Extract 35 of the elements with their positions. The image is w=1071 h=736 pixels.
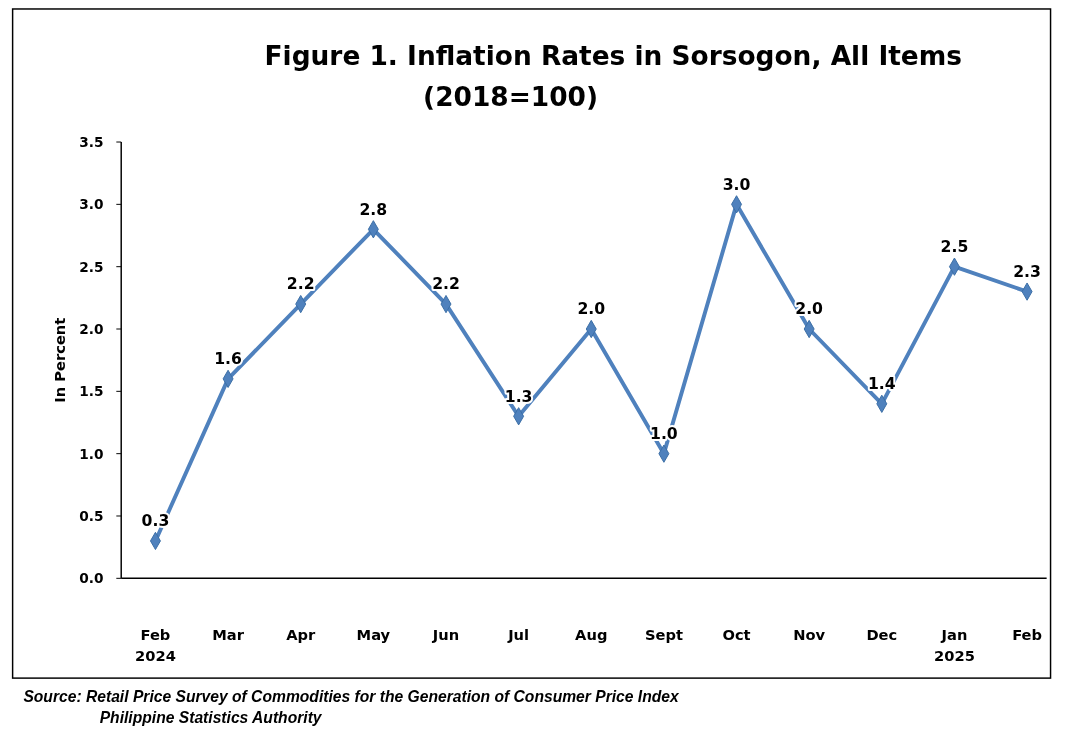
x-tick-label: Nov [793,625,826,643]
x-tick-label: Jun [431,625,460,643]
x-tick-label: Feb 2024 [135,625,176,665]
y-tick-label: 1.5 [79,383,104,400]
data-label: 1.6 [214,349,243,369]
x-tick-label: Apr [286,625,317,643]
chart-title: Figure 1. Inflation Rates in Sorsogon, All Items [264,39,962,71]
data-label: 2.8 [359,199,388,219]
data-label: 1.3 [504,386,533,406]
x-tick-label: Jan 2025 [934,625,975,665]
y-tick-label: 3.0 [79,196,104,213]
y-tick-label: 3.5 [79,133,104,150]
data-label: 3.0 [722,174,751,194]
x-tick-label: Dec [866,625,898,643]
data-label: 2.2 [286,274,315,294]
data-label: 2.2 [432,274,460,294]
y-axis-title: In Percent [51,317,69,403]
chart-subtitle: (2018=100) [423,80,598,112]
y-tick-label: 2.0 [79,320,104,337]
text: Philippine Statistics Authority [99,709,323,727]
y-tick-label: 2.5 [79,258,104,275]
x-tick-label: Mar [212,625,245,643]
x-tick-label: Sept [644,625,683,643]
data-label: 2.3 [1013,261,1041,281]
y-tick-label: 1.0 [79,445,104,462]
y-tick-label: 0.0 [79,570,104,587]
y-tick-label: 0.5 [79,507,104,524]
x-tick-label: Feb [1012,625,1043,643]
source-note: Source: Retail Price Survey of Commodities for the Generation of Consumer Price Index [23,687,681,705]
data-label: 2.5 [940,237,969,257]
data-label: 2.0 [577,299,606,319]
x-tick-label: May [356,625,391,643]
x-tick-label: Jul [507,625,530,643]
x-tick-label: Aug [575,625,608,643]
x-tick-label: Oct [722,625,751,643]
